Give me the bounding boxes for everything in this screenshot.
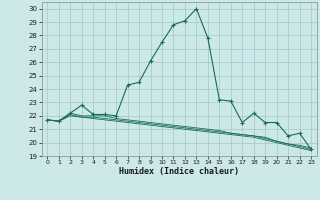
X-axis label: Humidex (Indice chaleur): Humidex (Indice chaleur)	[119, 167, 239, 176]
